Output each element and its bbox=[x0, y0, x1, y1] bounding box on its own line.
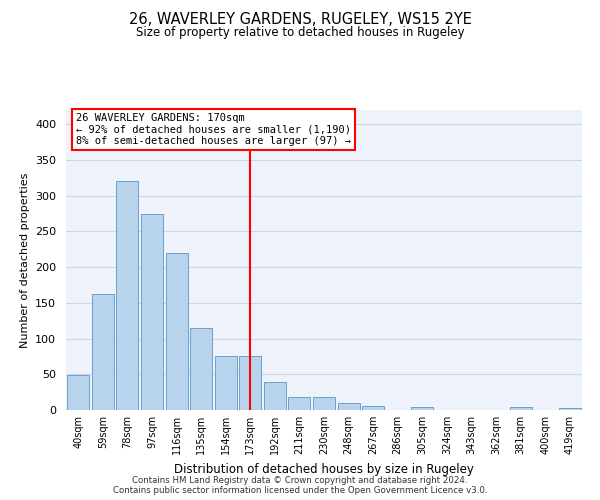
Text: Contains HM Land Registry data © Crown copyright and database right 2024.: Contains HM Land Registry data © Crown c… bbox=[132, 476, 468, 485]
Y-axis label: Number of detached properties: Number of detached properties bbox=[20, 172, 29, 348]
Bar bbox=[362, 406, 384, 410]
Bar bbox=[116, 182, 139, 410]
Text: 26 WAVERLEY GARDENS: 170sqm
← 92% of detached houses are smaller (1,190)
8% of s: 26 WAVERLEY GARDENS: 170sqm ← 92% of det… bbox=[76, 113, 352, 146]
Bar bbox=[289, 397, 310, 410]
Bar bbox=[338, 403, 359, 410]
Bar bbox=[313, 397, 335, 410]
Bar bbox=[190, 328, 212, 410]
Bar bbox=[215, 356, 237, 410]
Bar bbox=[411, 407, 433, 410]
Text: 26, WAVERLEY GARDENS, RUGELEY, WS15 2YE: 26, WAVERLEY GARDENS, RUGELEY, WS15 2YE bbox=[128, 12, 472, 28]
Bar bbox=[559, 408, 581, 410]
Bar bbox=[264, 382, 286, 410]
X-axis label: Distribution of detached houses by size in Rugeley: Distribution of detached houses by size … bbox=[174, 462, 474, 475]
Bar bbox=[67, 375, 89, 410]
Bar bbox=[509, 407, 532, 410]
Bar bbox=[166, 253, 188, 410]
Text: Size of property relative to detached houses in Rugeley: Size of property relative to detached ho… bbox=[136, 26, 464, 39]
Bar bbox=[239, 356, 262, 410]
Bar bbox=[92, 294, 114, 410]
Bar bbox=[141, 214, 163, 410]
Text: Contains public sector information licensed under the Open Government Licence v3: Contains public sector information licen… bbox=[113, 486, 487, 495]
